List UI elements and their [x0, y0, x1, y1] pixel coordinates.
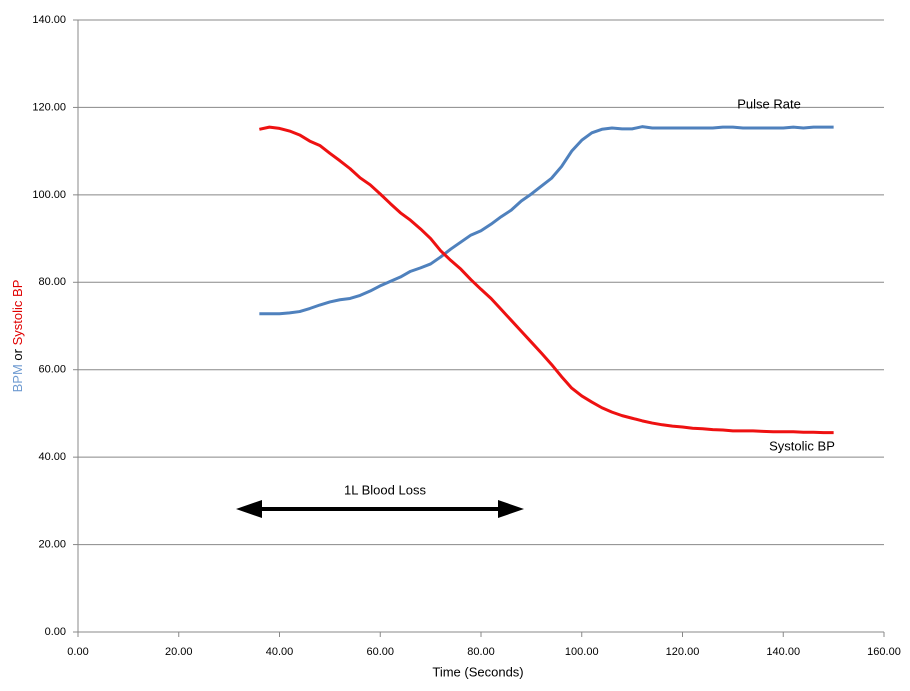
x-axis-title: Time (Seconds): [432, 664, 523, 679]
y-tick-label: 60.00: [38, 364, 66, 376]
y-axis-title-part: or: [10, 348, 25, 360]
x-tick-label: 80.00: [467, 646, 495, 658]
series-label: Systolic BP: [769, 438, 835, 453]
line-series: [259, 125, 834, 316]
y-tick-label: 100.00: [32, 189, 66, 201]
x-tick-label: 0.00: [67, 646, 88, 658]
y-tick-label: 0.00: [45, 626, 66, 638]
y-axis-title-part: Systolic BP: [10, 280, 25, 346]
y-tick-label: 120.00: [32, 101, 66, 113]
grid: [78, 19, 884, 546]
x-tick-label: 40.00: [266, 646, 294, 658]
x-tick-label: 100.00: [565, 646, 599, 658]
x-tick-label: 140.00: [766, 646, 800, 658]
line-series: [259, 125, 834, 435]
y-tick-label: 40.00: [38, 451, 66, 463]
x-tick-label: 160.00: [867, 646, 901, 658]
y-tick-label: 80.00: [38, 276, 66, 288]
x-tick-label: 120.00: [666, 646, 700, 658]
x-tick-label: 60.00: [366, 646, 394, 658]
annotation: 1L Blood Loss: [344, 482, 426, 497]
y-axis-title: BPM or Systolic BP: [10, 280, 25, 393]
y-tick-label: 140.00: [32, 14, 66, 26]
series-label: Pulse Rate: [737, 96, 801, 111]
y-tick-label: 20.00: [38, 538, 66, 550]
x-tick-label: 20.00: [165, 646, 193, 658]
y-axis-title-part: BPM: [10, 364, 25, 392]
